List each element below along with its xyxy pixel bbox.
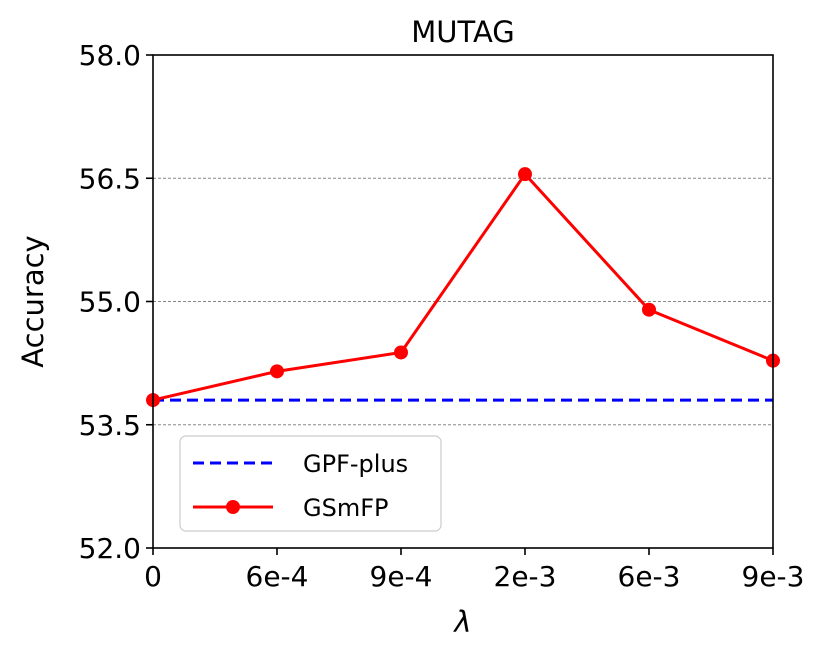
grid-lines (153, 177, 773, 426)
data-point-gsmfp (270, 364, 284, 379)
x-tick-label: 0 (144, 560, 162, 593)
y-tick-label: 52.0 (79, 532, 141, 565)
y-tick-label: 56.5 (79, 162, 141, 195)
y-tick-label: 55.0 (79, 286, 141, 319)
data-point-gsmfp (394, 345, 408, 360)
chart-title: MUTAG (411, 15, 515, 49)
ticks: 52.0 53.5 55.0 56.5 58.0 0 6e-4 9e-4 2e-3 6e-3 9e-… (79, 39, 805, 593)
legend-label-gsmfp: GSmFP (303, 494, 389, 522)
y-tick-label: 53.5 (79, 409, 141, 442)
data-point-gsmfp (642, 302, 656, 317)
x-tick-label: 9e-4 (370, 560, 433, 593)
y-tick-label: 58.0 (79, 39, 141, 72)
x-tick-label: 2e-3 (494, 560, 557, 593)
x-tick-label: 6e-3 (618, 560, 681, 593)
data-point-gsmfp (518, 167, 532, 182)
legend-marker-gsmfp (226, 500, 240, 514)
legend-label-gpf-plus: GPF-plus (303, 450, 408, 478)
legend: GPF-plus GSmFP (179, 435, 442, 532)
y-axis-label: Accuracy (16, 235, 50, 367)
x-axis-label: λ (452, 605, 471, 639)
x-tick-label: 6e-4 (246, 560, 309, 593)
x-tick-label: 9e-3 (742, 560, 805, 593)
series-layer (146, 167, 780, 408)
series-line-gsmfp (152, 171, 774, 402)
